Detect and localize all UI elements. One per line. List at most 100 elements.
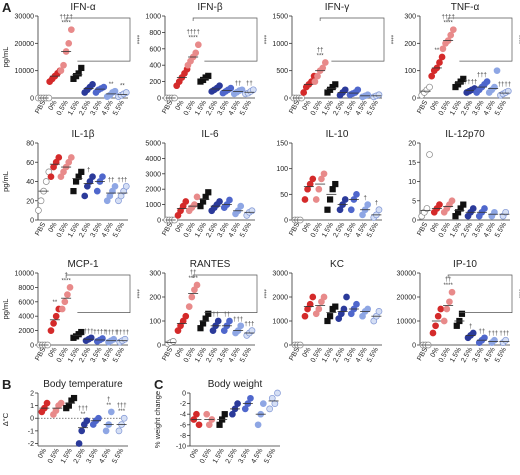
data-point — [319, 64, 327, 72]
y-tick-label: 100 — [404, 68, 416, 75]
panel-label: A — [2, 0, 12, 15]
x-tick-label: 0% — [47, 100, 58, 112]
data-point — [481, 334, 488, 342]
y-tick-label: 0 — [412, 218, 416, 225]
data-point — [428, 72, 436, 80]
significance-label: † — [107, 397, 110, 403]
data-point — [102, 427, 110, 435]
y-tick-label: 0 — [30, 343, 34, 350]
y-tick-label: 10000 — [15, 68, 35, 75]
data-point — [100, 83, 108, 91]
data-point — [483, 78, 491, 85]
data-point — [89, 80, 96, 88]
data-point — [306, 300, 314, 308]
data-point — [300, 89, 308, 96]
y-tick-label: 200 — [149, 79, 161, 86]
significance-label: †† — [479, 329, 486, 335]
x-tick-label: 5.5% — [366, 222, 380, 239]
data-point — [216, 198, 223, 205]
x-tick-label: 5.5% — [366, 347, 380, 364]
y-tick-label: 8000 — [18, 285, 34, 292]
data-point — [423, 205, 431, 212]
x-tick-label: PBS — [161, 346, 174, 362]
y-tick-label: 0 — [30, 416, 34, 423]
data-point — [191, 201, 198, 208]
data-point — [306, 180, 314, 188]
y-tick-label: 100 — [276, 166, 288, 173]
data-point — [332, 303, 339, 310]
data-point — [111, 87, 119, 95]
data-point — [446, 298, 453, 306]
data-point — [57, 67, 65, 75]
bracket-label: **** — [515, 289, 520, 299]
y-tick-label: 4000 — [18, 314, 34, 321]
data-point — [469, 205, 477, 212]
data-point — [55, 154, 63, 161]
data-point — [66, 284, 74, 291]
significance-label: **** — [443, 283, 453, 289]
y-axis-label: pg/mL — [1, 171, 10, 192]
data-point — [375, 308, 383, 315]
data-point — [447, 31, 455, 39]
data-point — [458, 310, 466, 317]
data-point — [193, 193, 201, 201]
y-tick-label: 150 — [276, 141, 288, 148]
bracket-label: **** — [260, 289, 266, 299]
significance-label: †† — [108, 177, 115, 183]
chart-title: IL-10 — [326, 129, 349, 140]
chart-title: Body weight — [208, 379, 263, 390]
y-tick-label: 300 — [404, 14, 416, 21]
bracket-label: **** — [387, 35, 393, 45]
data-point — [188, 293, 196, 301]
data-point — [205, 72, 212, 79]
data-point — [434, 312, 442, 320]
y-tick-label: 0 — [157, 218, 161, 225]
x-tick-label: 0% — [301, 347, 312, 359]
x-tick-label: 5.5% — [112, 100, 126, 117]
y-tick-label: -8 — [180, 433, 186, 440]
y-tick-label: 0 — [182, 391, 186, 398]
y-tick-label: 15 — [408, 160, 416, 167]
x-tick-label: 0% — [174, 222, 185, 234]
y-tick-label: 2000 — [145, 187, 161, 194]
y-tick-label: 100 — [149, 319, 161, 326]
x-tick-label: 5.5% — [263, 448, 277, 465]
data-point — [47, 173, 55, 181]
x-tick-label: 5.5% — [366, 100, 380, 117]
data-point — [64, 291, 71, 298]
data-point — [436, 201, 443, 208]
x-tick-label: 5.5% — [494, 347, 508, 364]
data-point — [226, 196, 233, 204]
y-tick-label: 2000 — [18, 328, 34, 335]
y-tick-label: 500 — [276, 68, 288, 75]
y-tick-label: -4 — [180, 412, 186, 419]
data-point — [229, 410, 236, 418]
data-point — [347, 206, 355, 214]
y-tick-label: 50 — [280, 192, 288, 199]
significance-label: ††† — [499, 331, 509, 337]
data-point — [504, 87, 512, 95]
x-tick-label: PBS — [34, 221, 47, 237]
significance-label: ††† — [233, 317, 243, 323]
x-tick-label: 0% — [189, 448, 200, 460]
data-point — [52, 312, 60, 320]
data-point — [203, 410, 211, 418]
significance-label: ††† — [78, 406, 88, 412]
data-point — [205, 189, 212, 196]
data-point — [50, 320, 57, 327]
data-point — [122, 89, 130, 96]
data-point — [436, 59, 443, 66]
data-point — [375, 206, 383, 214]
data-point — [432, 322, 439, 330]
x-tick-label: 1.5% — [60, 448, 74, 465]
x-tick-label: 0% — [174, 100, 185, 112]
data-point — [61, 298, 69, 306]
data-point — [110, 335, 118, 343]
bracket-label: **** — [133, 289, 139, 299]
data-point — [312, 196, 320, 203]
x-tick-label: 5.5% — [239, 100, 253, 117]
data-point — [448, 197, 456, 205]
y-tick-label: 1500 — [272, 14, 288, 21]
y-tick-label: 3000 — [272, 271, 288, 278]
